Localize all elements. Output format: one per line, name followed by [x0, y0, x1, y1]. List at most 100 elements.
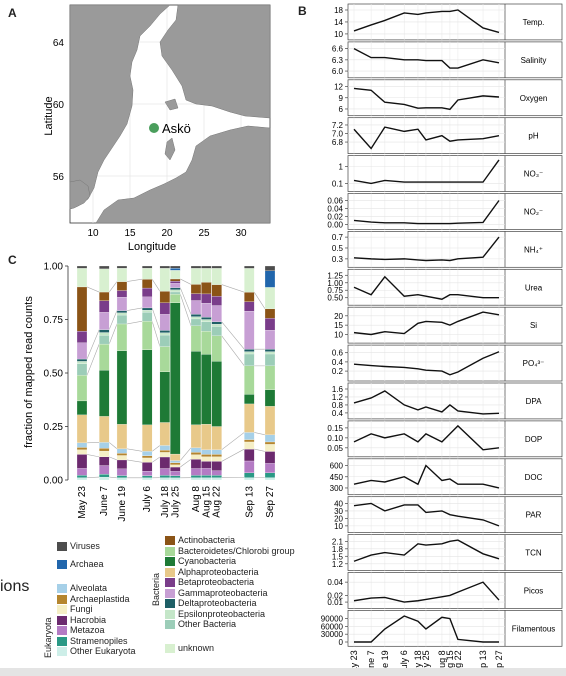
- legend-swatch: [57, 626, 67, 635]
- ts-panel-label: NO₃⁻: [524, 170, 543, 179]
- ts-y-tick: 1.2: [332, 560, 344, 569]
- ts-line-10: [353, 390, 500, 415]
- legend-label: unknown: [178, 643, 215, 653]
- ts-x-tick: July 18: [413, 650, 423, 676]
- ts-y-tick: 90000: [321, 615, 344, 624]
- legend-label: Betaproteobacteria: [178, 577, 255, 587]
- bar-segment: [264, 265, 276, 271]
- ts-y-tick: 10: [334, 522, 343, 531]
- land-south: [95, 125, 271, 224]
- ts-y-tick: 20: [334, 514, 343, 523]
- ts-panel-label: DOC: [525, 473, 543, 482]
- land-denmark: [69, 179, 91, 210]
- map-x-tick: 15: [124, 228, 136, 239]
- ts-line-11: [353, 424, 500, 451]
- bar-y-label: fraction of mapped read counts: [23, 296, 35, 448]
- ts-y-tick: 1: [339, 163, 344, 172]
- ts-y-tick: 0.4: [332, 409, 344, 418]
- legend-label: Archaeplastida: [70, 593, 130, 604]
- legend-label: Deltaproteobacteria: [178, 598, 257, 608]
- ts-x-tick: Aug 8: [437, 650, 447, 674]
- bar-segment: [142, 265, 153, 269]
- legend-swatch: [165, 546, 175, 556]
- ts-y-tick: 450: [330, 473, 344, 482]
- ts-line-5: [353, 200, 500, 225]
- ts-x-tick: Aug 22: [453, 650, 463, 676]
- ts-y-tick: 0.06: [327, 196, 343, 205]
- ts-y-tick: 10: [334, 330, 343, 339]
- ts-y-tick: 0.04: [327, 204, 343, 213]
- legend-swatch: [165, 536, 175, 545]
- legend-group-bacteria: Bacteria: [151, 572, 161, 606]
- ts-y-tick: 7.2: [332, 121, 344, 130]
- bar-y-tick: 0.50: [44, 369, 64, 380]
- bar-segment: [159, 265, 171, 269]
- ts-y-tick: 0.01: [327, 598, 343, 607]
- ts-panel-label: DPA: [526, 397, 543, 406]
- ts-y-tick: 0.4: [332, 358, 344, 367]
- ts-y-tick: 600: [330, 462, 344, 471]
- bar-x-tick: Sep 27: [265, 486, 276, 518]
- bar-x-tick: June 7: [99, 486, 110, 516]
- ts-panel-label: Picos: [524, 586, 544, 595]
- ts-x-tick: Sep 13: [478, 650, 488, 676]
- panel-label-b: B: [298, 4, 307, 18]
- legend-swatch: [57, 584, 67, 593]
- legend-label: Actinobacteria: [178, 535, 236, 545]
- ts-y-tick: 0: [339, 638, 344, 647]
- ts-y-tick: 1.8: [332, 545, 344, 554]
- ts-panel-label: Filamentous: [512, 624, 556, 633]
- ts-y-tick: 6.3: [332, 56, 344, 65]
- legend-swatch: [165, 557, 175, 566]
- legend-swatch: [165, 567, 175, 577]
- legend-swatch: [165, 588, 175, 598]
- legend-label: Hacrobia: [70, 614, 107, 625]
- ts-y-tick: 20: [334, 312, 343, 321]
- land-gotland: [164, 137, 176, 161]
- bar-segment: [201, 265, 212, 269]
- ts-y-tick: 7.0: [332, 130, 344, 139]
- bar-y-tick: 0.00: [44, 476, 64, 487]
- bar-x-tick: July 6: [142, 486, 153, 513]
- ts-y-tick: 0.10: [327, 434, 343, 443]
- ts-line-4: [353, 159, 500, 185]
- legend-swatch: [57, 542, 67, 551]
- ts-panel-frame: [347, 610, 563, 647]
- bar-x-tick: Aug 8: [191, 486, 202, 513]
- ts-y-tick: 0.2: [332, 367, 344, 376]
- ts-y-tick: 0.3: [332, 255, 344, 264]
- legend-swatch: [165, 609, 175, 619]
- ts-y-tick: 60000: [321, 622, 344, 631]
- stacked-bar-chart: 0.00 0.25 0.50 0.75 1.00 May 23 June 7 June 19…: [23, 262, 276, 522]
- legend-label: Metazoa: [70, 625, 105, 635]
- ts-line-3: [353, 126, 500, 150]
- legend-swatch: [57, 560, 67, 569]
- ts-y-tick: 1.00: [327, 279, 343, 288]
- ts-y-tick: 1.6: [332, 385, 344, 394]
- ts-y-tick: 0.75: [327, 286, 343, 295]
- ts-y-tick: 1.25: [327, 271, 343, 280]
- map-x-tick: 25: [198, 228, 210, 239]
- ts-x-tick: July 6: [399, 650, 409, 674]
- legend-label: Alveolata: [70, 583, 108, 593]
- map-y-label: Latitude: [43, 96, 55, 135]
- legend-label: Epsilonproteobacteria: [178, 608, 266, 619]
- asko-marker: [149, 123, 159, 133]
- ts-panel-frame: [347, 155, 563, 192]
- ts-y-tick: 0.5: [332, 244, 344, 253]
- ts-line-14: [353, 539, 500, 562]
- map-x-tick: 10: [87, 228, 99, 239]
- ts-y-tick: 0.02: [327, 212, 343, 221]
- ts-line-9: [353, 351, 500, 376]
- ts-panel-label: PO₄³⁻: [523, 359, 545, 368]
- ts-y-tick: 0.7: [332, 233, 344, 242]
- legend-label: Other Bacteria: [178, 619, 237, 629]
- ts-line-8: [353, 311, 500, 336]
- ts-y-tick: 0.8: [332, 401, 344, 410]
- land-finland: [159, 4, 271, 119]
- ts-y-tick: 12: [334, 83, 343, 92]
- ts-y-tick: 2.1: [332, 537, 344, 546]
- map-x-label: Longitude: [128, 241, 176, 253]
- ts-y-tick: 0.1: [332, 179, 344, 188]
- bar-y-tick: 1.00: [44, 262, 64, 273]
